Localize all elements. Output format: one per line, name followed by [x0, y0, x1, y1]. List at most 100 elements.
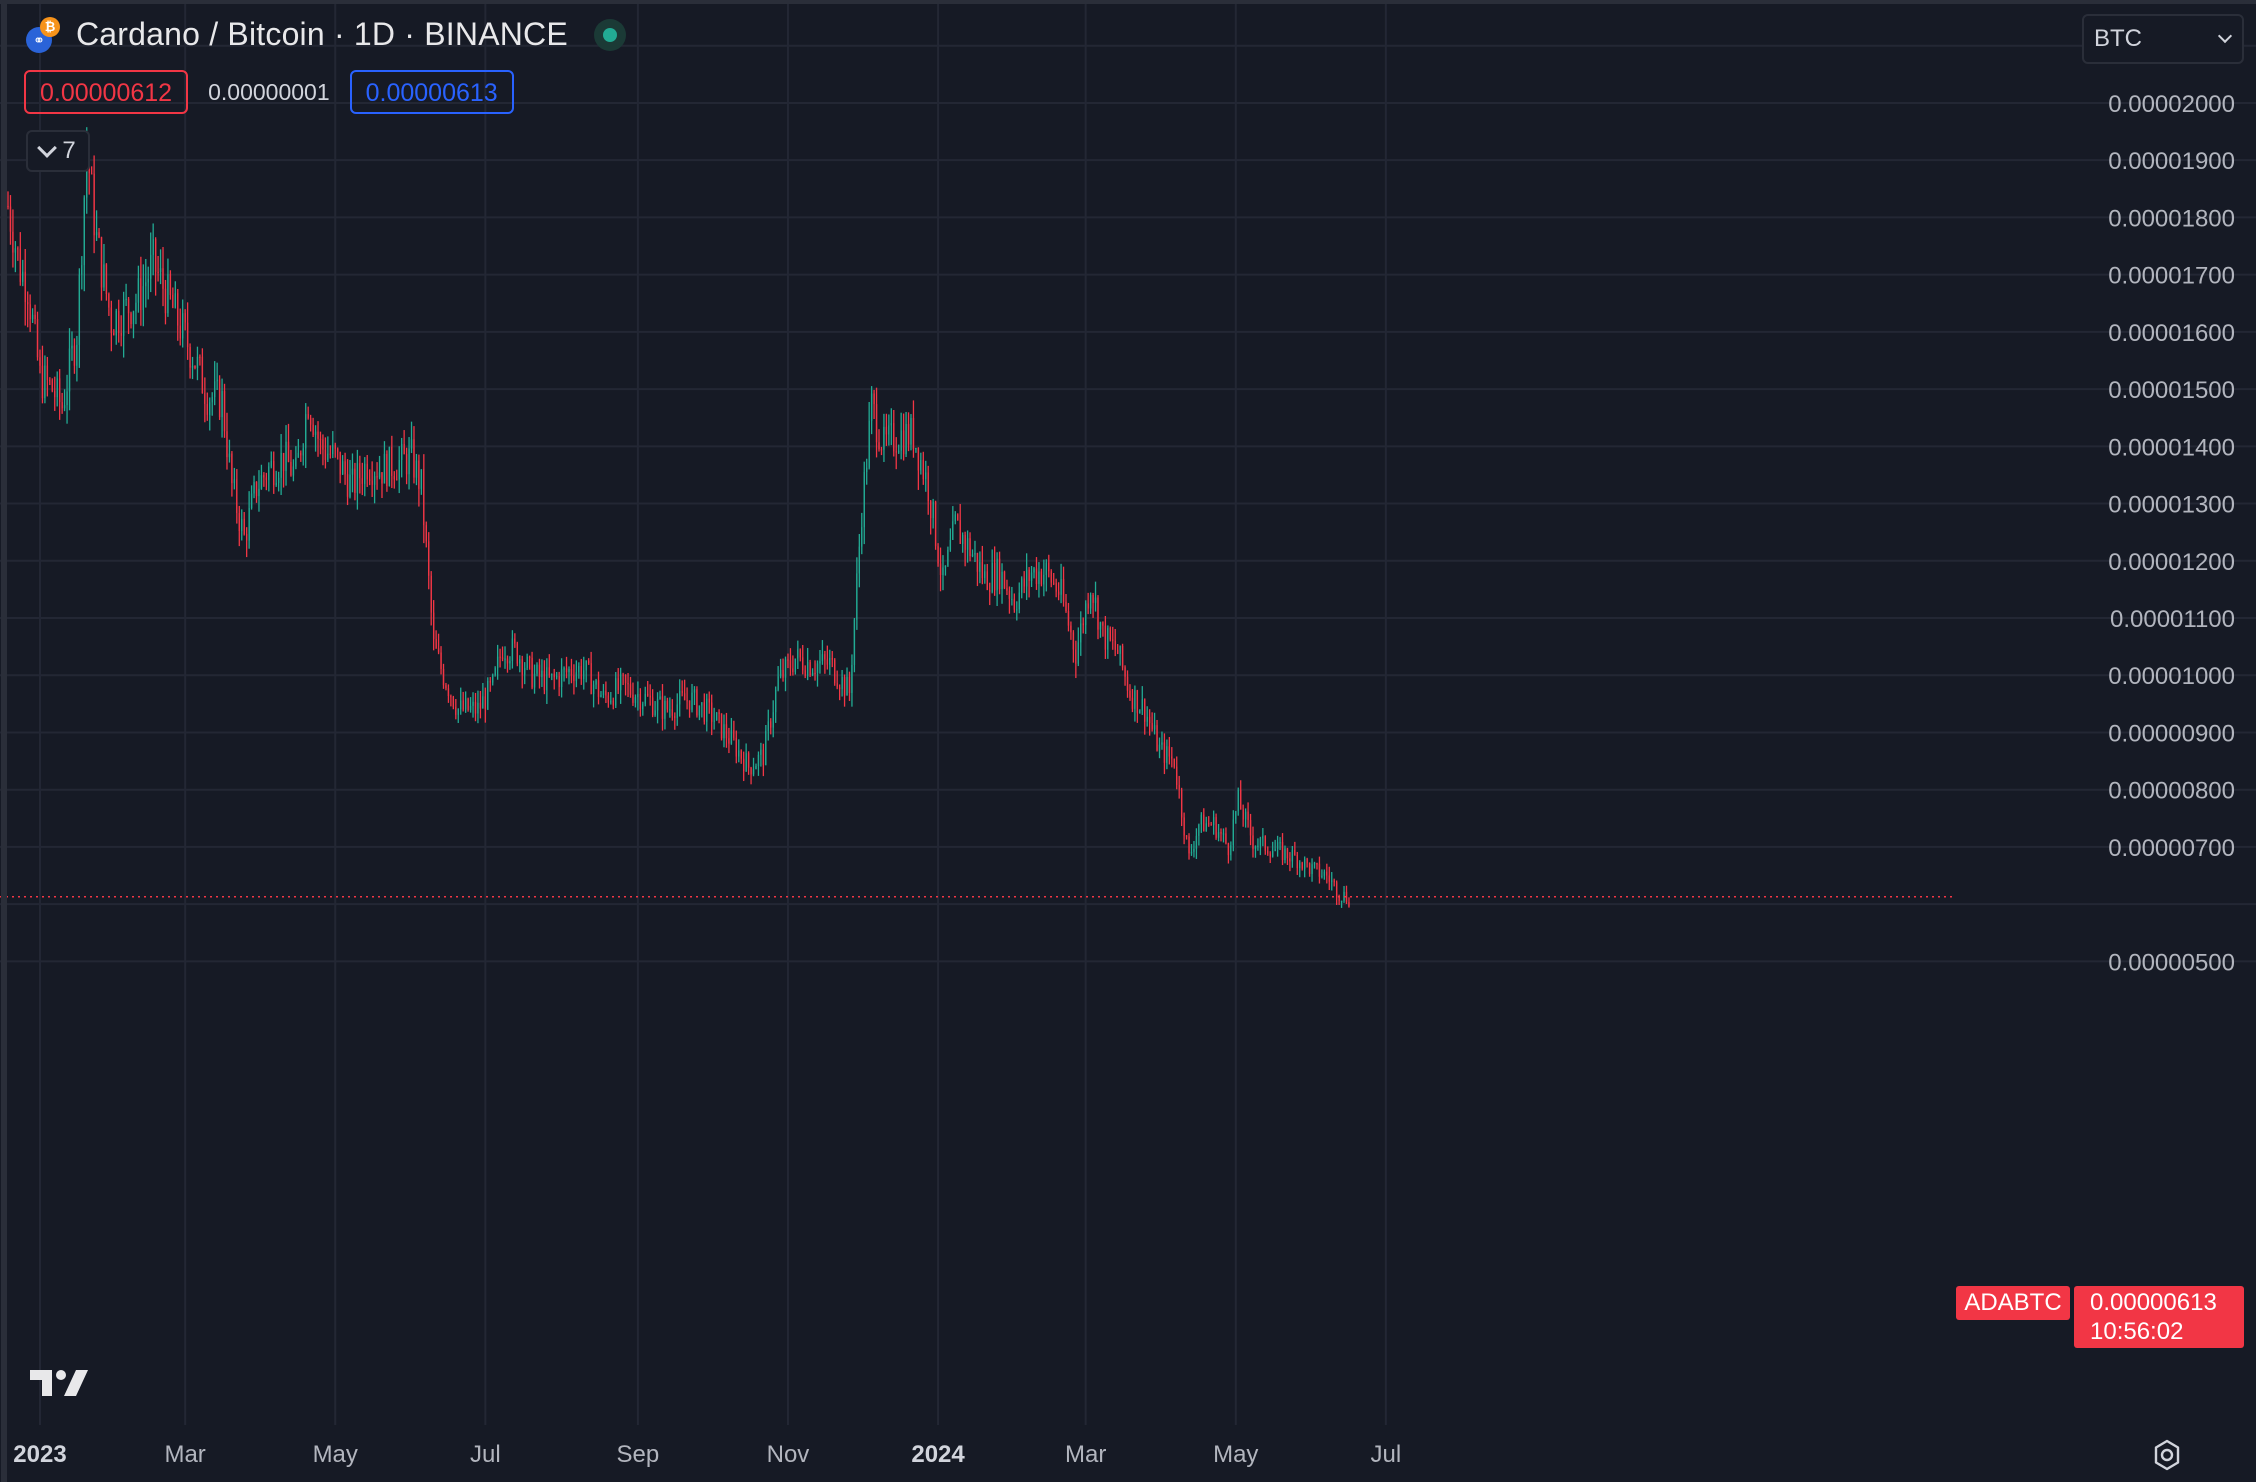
- candle-body: [957, 514, 959, 521]
- candle-body: [686, 700, 688, 702]
- candle-body: [750, 767, 752, 775]
- buy-button[interactable]: 0.00000613: [349, 70, 514, 114]
- candle-body: [720, 713, 723, 739]
- candle-body: [83, 197, 85, 266]
- candle-body: [327, 453, 329, 460]
- candle-body: [452, 696, 455, 708]
- candle-body: [334, 444, 336, 449]
- candle-body: [1030, 572, 1033, 581]
- tradingview-logo[interactable]: [30, 1364, 94, 1400]
- candle-body: [1299, 862, 1301, 869]
- candle-body: [642, 703, 644, 710]
- candle-body: [462, 700, 464, 710]
- y-axis-tick-label: 0.00001500: [2108, 377, 2235, 404]
- candle-body: [1272, 851, 1274, 857]
- candle-body: [359, 463, 361, 479]
- candle-body: [81, 265, 83, 275]
- candle-body: [1183, 817, 1185, 836]
- candle-body: [29, 304, 31, 320]
- candle-body: [632, 694, 634, 703]
- candle-body: [998, 558, 1001, 590]
- candle-body: [1318, 863, 1321, 877]
- candle-body: [12, 231, 14, 253]
- candle-body: [1335, 882, 1338, 898]
- candle-body: [432, 612, 435, 640]
- candle-body: [560, 669, 563, 687]
- y-axis-tick-label: 0.00000500: [2108, 949, 2235, 976]
- candle-body: [376, 476, 378, 478]
- candle-body: [228, 453, 231, 458]
- candle-body: [738, 750, 740, 757]
- candle-body: [651, 697, 654, 716]
- candle-body: [93, 173, 95, 236]
- candle-body: [843, 677, 846, 696]
- candle-body: [745, 753, 747, 772]
- candle-body: [1205, 823, 1207, 832]
- candle-body: [125, 298, 127, 300]
- candle-body: [36, 319, 39, 358]
- candle-body: [634, 697, 637, 703]
- candle-body: [1220, 832, 1222, 834]
- candle-body: [184, 313, 186, 323]
- candle-body: [268, 466, 270, 481]
- candle-body: [489, 680, 491, 683]
- candle-body: [263, 475, 265, 478]
- candle-body: [841, 677, 843, 690]
- candle-body: [455, 707, 457, 715]
- candle-body: [952, 521, 954, 540]
- candle-body: [1200, 814, 1203, 825]
- candle-body: [1210, 824, 1212, 826]
- candle-body: [947, 549, 949, 566]
- candle-body: [270, 461, 272, 467]
- candle-body: [332, 444, 334, 455]
- symbol-title[interactable]: Cardano / Bitcoin · 1D · BINANCE: [76, 16, 568, 52]
- x-axis-tick-label: May: [313, 1441, 358, 1468]
- candle-body: [477, 702, 479, 714]
- candle-body: [1082, 623, 1084, 626]
- candle-body: [1198, 824, 1200, 836]
- candle-body: [179, 325, 181, 339]
- sell-button[interactable]: 0.00000612: [24, 70, 189, 114]
- candle-body: [24, 271, 26, 303]
- candle-body: [1114, 640, 1116, 650]
- candle-body: [19, 248, 21, 282]
- candle-body: [915, 447, 917, 450]
- currency-select[interactable]: BTC: [2082, 14, 2244, 64]
- candle-body: [1294, 850, 1296, 855]
- candle-body: [622, 674, 624, 676]
- indicator-count: 7: [62, 137, 76, 164]
- indicators-toggle[interactable]: 7: [26, 130, 90, 172]
- x-axis-tick-label: May: [1213, 1441, 1258, 1468]
- candle-body: [1025, 569, 1028, 587]
- x-axis-tick-label: Nov: [767, 1441, 810, 1468]
- y-axis-tick-label: 0.00001100: [2110, 606, 2235, 633]
- candle-body: [519, 659, 521, 664]
- candle-body: [1166, 746, 1168, 763]
- candle-body: [1316, 863, 1318, 865]
- candle-body: [241, 518, 243, 532]
- candle-body: [245, 533, 248, 541]
- candle-body: [969, 538, 971, 557]
- candle-body: [856, 573, 858, 620]
- candle-body: [103, 264, 105, 288]
- candle-body: [90, 173, 93, 175]
- candle-body: [22, 271, 24, 282]
- candle-body: [63, 405, 66, 409]
- candle-body: [1230, 845, 1232, 856]
- candle-body: [492, 674, 494, 683]
- candle-body: [408, 448, 410, 475]
- candle-body: [509, 660, 511, 664]
- candle-body: [1141, 699, 1143, 711]
- chevron-down-icon: [2217, 28, 2233, 44]
- candle-body: [1048, 562, 1050, 572]
- candle-body: [1006, 588, 1008, 591]
- candle-body: [314, 431, 317, 435]
- market-status-dot[interactable]: [593, 18, 626, 51]
- settings-gear-icon[interactable]: [2150, 1438, 2184, 1472]
- candle-body: [1345, 891, 1348, 903]
- candle-body: [514, 638, 516, 644]
- candle-body: [221, 391, 223, 418]
- y-axis-tick-label: 0.00001400: [2108, 434, 2235, 461]
- candle-body: [496, 656, 499, 669]
